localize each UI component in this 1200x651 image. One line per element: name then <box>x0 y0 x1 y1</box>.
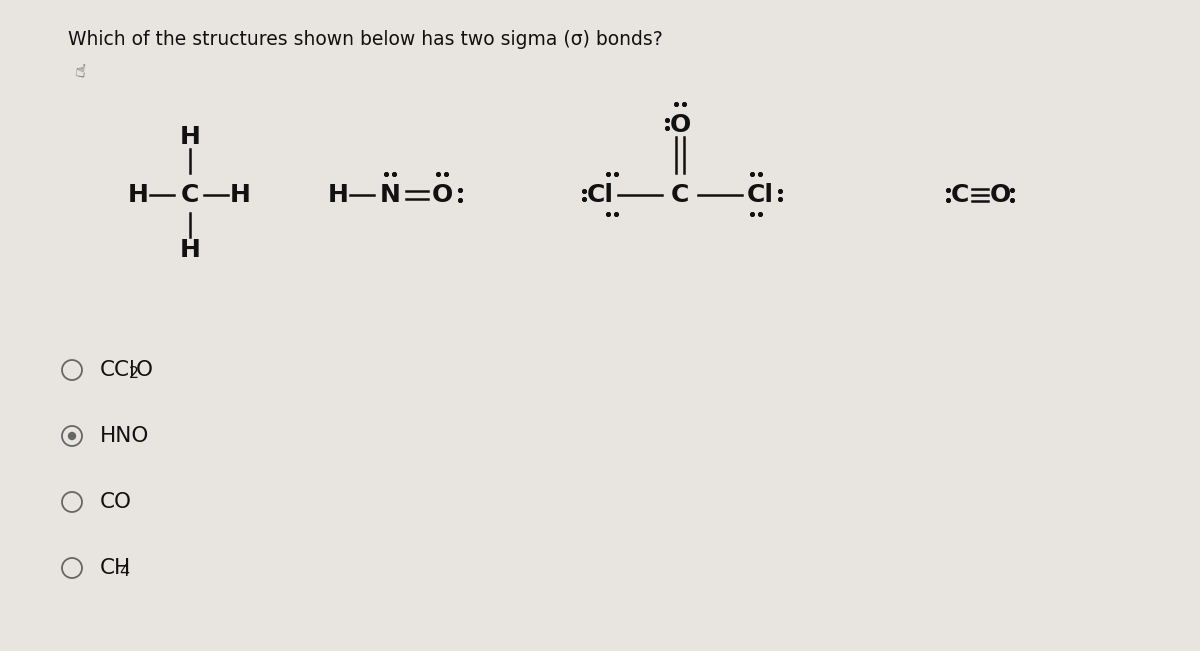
Text: C: C <box>181 183 199 207</box>
Text: O: O <box>431 183 452 207</box>
Text: Cl: Cl <box>587 183 613 207</box>
Text: Which of the structures shown below has two sigma (σ) bonds?: Which of the structures shown below has … <box>68 30 662 49</box>
Text: H: H <box>127 183 149 207</box>
Circle shape <box>67 432 77 440</box>
Text: C: C <box>671 183 689 207</box>
Text: Cl: Cl <box>746 183 774 207</box>
Text: CCl: CCl <box>100 360 136 380</box>
Text: CH: CH <box>100 558 131 578</box>
Text: C: C <box>950 183 970 207</box>
Text: 4: 4 <box>119 564 130 579</box>
Text: 2: 2 <box>128 367 139 381</box>
Text: CO: CO <box>100 492 132 512</box>
Text: O: O <box>670 113 691 137</box>
Text: N: N <box>379 183 401 207</box>
Text: H: H <box>328 183 348 207</box>
Text: O: O <box>136 360 152 380</box>
Text: O: O <box>989 183 1010 207</box>
Text: H: H <box>180 125 200 149</box>
Text: ☝: ☝ <box>73 62 86 81</box>
Text: H: H <box>229 183 251 207</box>
Text: H: H <box>180 238 200 262</box>
Text: HNO: HNO <box>100 426 149 446</box>
